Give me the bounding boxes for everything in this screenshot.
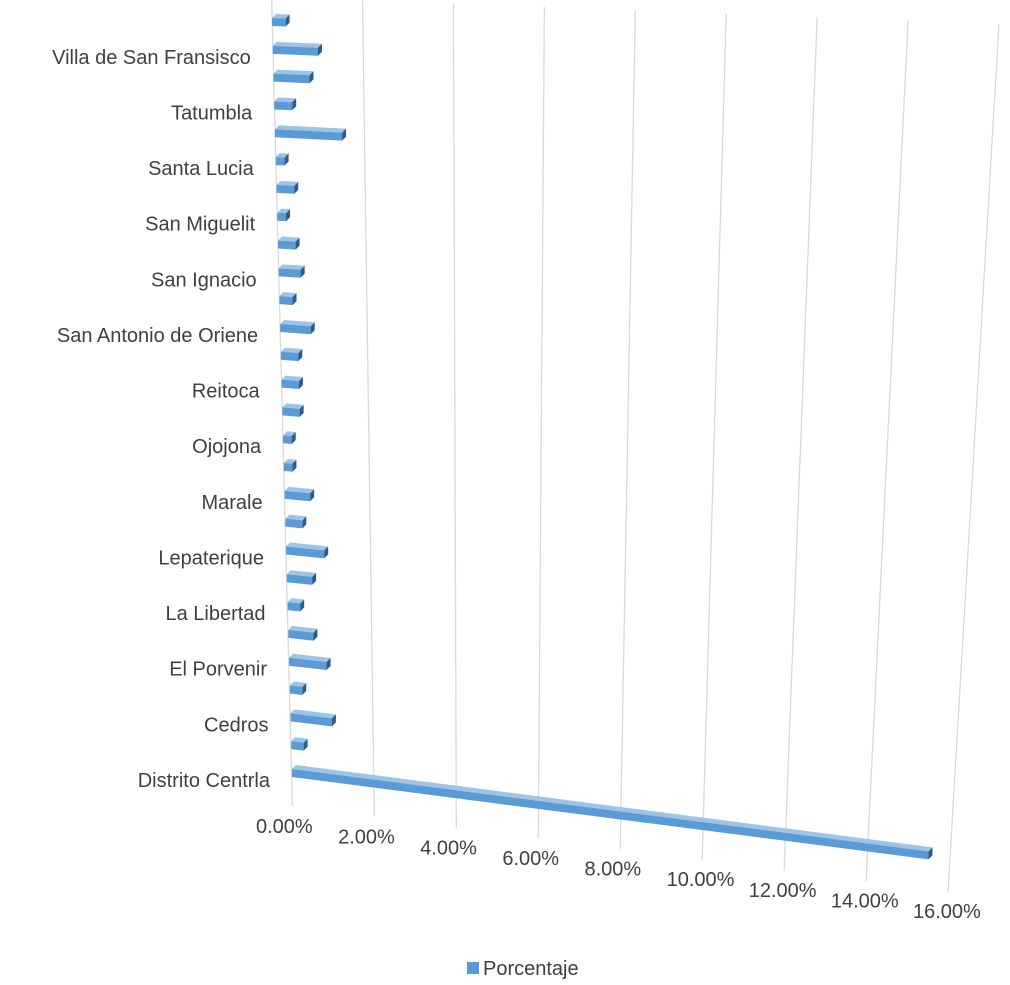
bar-san-antonio-de-oriene	[280, 319, 315, 335]
bar-marale	[284, 486, 315, 502]
gridline	[783, 17, 818, 871]
gridline	[619, 10, 636, 850]
bar-villa-de-san-fransisco	[272, 41, 322, 56]
category-label-san-antonio-de-oriene: San Antonio de Oriene	[57, 325, 258, 347]
bar-slot-23	[274, 125, 347, 141]
bar-tatumbla	[274, 97, 297, 111]
bar-lepaterique	[286, 542, 329, 559]
gridlines	[271, 0, 1000, 893]
x-tick-label: 12.00%	[749, 880, 817, 902]
bar-slot-13	[282, 403, 304, 417]
gridline	[537, 7, 546, 839]
bar-ojojona	[283, 431, 296, 444]
gridline	[452, 3, 457, 828]
bar-cedros	[290, 709, 336, 727]
bars	[272, 14, 933, 860]
bar-slot-5	[288, 625, 318, 641]
bar-slot-19	[277, 236, 300, 250]
gridline	[947, 23, 1000, 893]
category-label-san-miguelit: San Miguelit	[145, 214, 256, 236]
category-labels: Distrito Centrla Cedros El Porvenir La Libe…	[52, 47, 271, 792]
bar-san-miguelit	[277, 208, 291, 222]
x-tick-label: 6.00%	[502, 848, 559, 870]
category-label-ojojona: Ojojona	[192, 436, 262, 458]
bar-san-ignacio	[278, 264, 305, 278]
x-tick-label: 8.00%	[585, 859, 642, 881]
bar-slot-1	[291, 737, 308, 751]
category-label-distrito-centrla: Distrito Centrla	[138, 770, 271, 792]
bar-la-libertad	[287, 598, 305, 612]
bar-slot-3	[289, 681, 307, 696]
bar-santa-lucia	[275, 153, 289, 166]
category-label-cedros: Cedros	[204, 714, 268, 736]
x-axis-tick-labels: 0.00% 2.00% 4.00% 6.00% 8.00% 10.00% 12.00% 14.…	[256, 816, 981, 923]
bar-el-porvenir	[289, 653, 331, 671]
bar-slot-25	[273, 69, 314, 84]
bar-reitoca	[281, 375, 303, 389]
legend-swatch	[467, 962, 479, 974]
category-label-tatumbla: Tatumbla	[171, 102, 253, 124]
category-label-la-libertad: La Libertad	[165, 603, 265, 625]
legend-label: Porcentaje	[483, 958, 579, 980]
x-tick-label: 0.00%	[256, 816, 313, 838]
category-label-marale: Marale	[201, 492, 262, 514]
bar-slot-11	[283, 459, 297, 472]
x-tick-label: 4.00%	[420, 837, 477, 859]
legend: Porcentaje	[467, 958, 579, 980]
category-label-reitoca: Reitoca	[192, 381, 261, 403]
category-label-el-porvenir: El Porvenir	[169, 659, 267, 681]
category-label-san-ignacio: San Ignacio	[151, 269, 257, 291]
x-tick-label: 16.00%	[913, 901, 981, 923]
bar-slot-27	[272, 14, 290, 27]
gridline	[271, 0, 294, 807]
bar-slot-17	[279, 292, 297, 306]
gridline	[361, 0, 376, 817]
bar-slot-15	[280, 347, 303, 362]
category-label-lepaterique: Lepaterique	[158, 547, 264, 569]
bar-slot-7	[286, 570, 317, 585]
x-tick-label: 14.00%	[831, 890, 899, 912]
bar-slot-9	[285, 514, 307, 529]
x-tick-label: 2.00%	[338, 827, 395, 849]
category-label-villa-de-san-fransisco: Villa de San Fransisco	[52, 47, 251, 69]
gridline	[701, 13, 727, 860]
bar-slot-21	[276, 180, 299, 194]
gridline	[865, 20, 909, 882]
x-tick-label: 10.00%	[667, 869, 735, 891]
bar-distrito-centrla	[292, 765, 933, 860]
category-label-santa-lucia: Santa Lucia	[148, 158, 255, 180]
